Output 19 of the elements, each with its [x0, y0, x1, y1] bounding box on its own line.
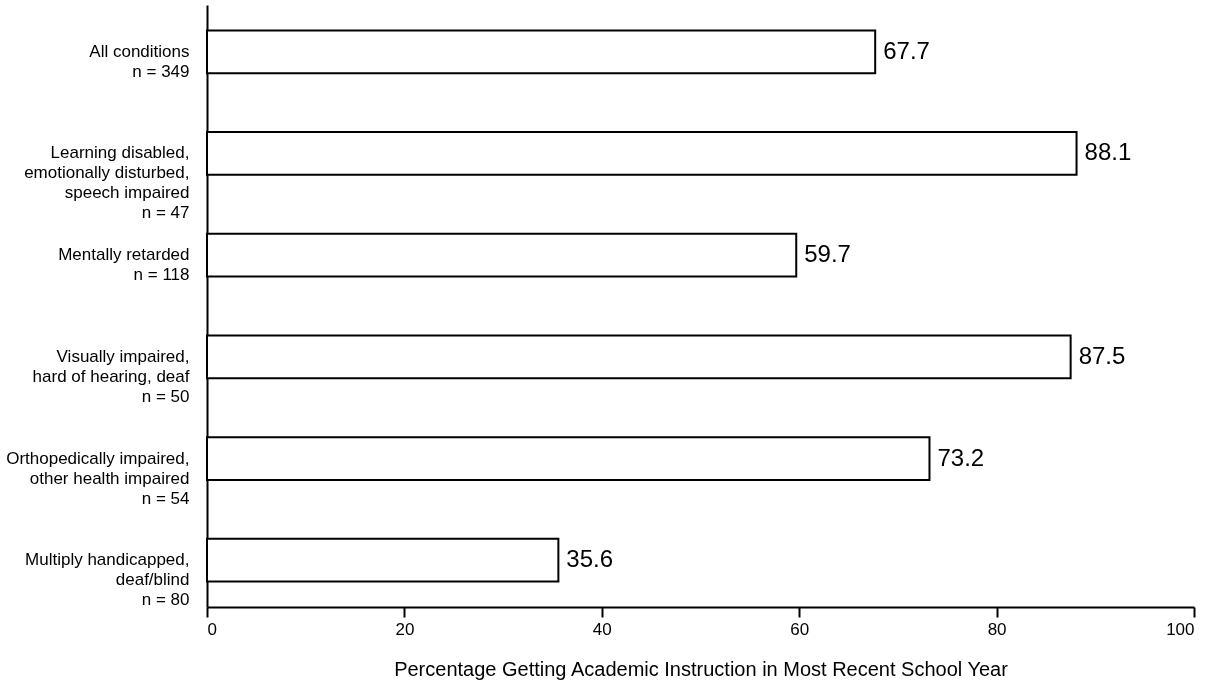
x-tick-label: 60 — [790, 619, 810, 639]
x-tick-label: 0 — [207, 619, 217, 639]
x-tick-label: 80 — [987, 619, 1007, 639]
y-tick-label: All conditions n = 349 — [89, 41, 190, 81]
y-tick-label: Orthopedically impaired, other health impaired n = 54 — [6, 448, 190, 508]
data-label: 88.1 — [1084, 138, 1132, 166]
x-tick-label: 100 — [1166, 619, 1195, 639]
x-axis-title: Percentage Getting Academic Instruction in Most Recent School Year — [394, 657, 1009, 680]
data-label: 73.2 — [937, 443, 985, 471]
data-label: 67.7 — [883, 36, 930, 64]
x-tick-label: 20 — [395, 619, 415, 639]
data-label: 35.6 — [566, 545, 614, 573]
y-tick-label: Multiply handicapped, deaf/blind n = 80 — [25, 550, 190, 610]
y-tick-label: Visually impaired, hard of hearing, deaf n = 50 — [32, 346, 190, 406]
y-tick-label: Mentally retarded n = 118 — [58, 245, 190, 285]
y-tick-label: Learning disabled, emotionally disturbed, speech impaired n = 47 — [24, 143, 190, 223]
data-label: 87.5 — [1078, 341, 1126, 369]
x-tick-label: 40 — [592, 619, 612, 639]
data-label: 59.7 — [804, 240, 851, 268]
